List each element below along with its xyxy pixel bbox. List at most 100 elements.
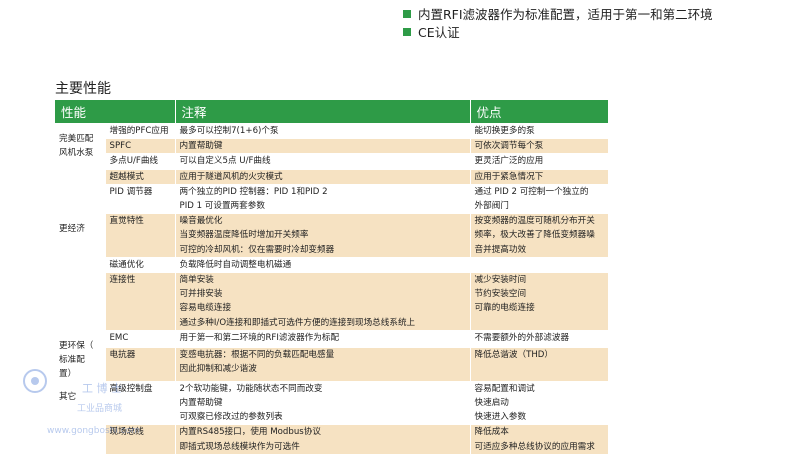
cell-line: 音并提高功效 — [474, 244, 527, 255]
table-row: 其它 高级控制盘 2个软功能键，功能随状态不同而改变 内置帮助键可观察已修改过的参数列… — [55, 380, 609, 454]
cell-line: 连接性 — [109, 275, 136, 286]
table-row: 连接性 简单安装 可并排安装 容易电缆连接 通过多种I/O连接和即插式可选件方便的连接到… — [55, 272, 609, 331]
section-title: 主要性能 — [55, 81, 111, 97]
cell-line: 降低成本 — [474, 427, 509, 438]
cell-line: 可以自定义5点 U/F曲线 — [179, 156, 271, 167]
cell-line: 完美匹配 — [59, 134, 94, 144]
cell-line: 外部阀门 — [474, 201, 509, 212]
cell-line: 多点U/F曲线 — [109, 156, 159, 167]
cell-line: 更灵活广泛的应用 — [474, 156, 544, 167]
cell-line: 通过 PID 2 可控制一个独立的 — [474, 186, 589, 197]
cell-line: 频率，极大改善了降低变频器噪 — [474, 230, 595, 241]
advantages-cell: 减少安装时间 节约安装空间 可靠的电缆连接 — [470, 272, 609, 331]
cell-line: 容易配置和调试 — [474, 383, 535, 394]
cell-line: 即插式现场总线模块作为可选件 — [179, 441, 300, 452]
notes-cell: 两个独立的PID 控制器：PID 1和PID 2 PID 1 可设置两套参数 — [175, 183, 471, 214]
cell-line: 风机水泵 — [59, 148, 94, 158]
header-cell: 性能 — [55, 100, 176, 124]
header-cell: 优点 — [470, 100, 609, 124]
cell-line: 2个软功能键，功能随状态不同而改变 — [179, 383, 323, 394]
cell-line: 不需要额外的外部滤波器 — [474, 332, 570, 343]
cell-line: 通过多种I/O连接和即插式可选件方便的连接到现场总线系统上 — [179, 317, 416, 328]
notes-cell: 可以自定义5点 U/F曲线 — [175, 153, 471, 170]
feature-cell: 现场总线 — [105, 424, 176, 454]
table-row: 现场总线 内置RS485接口，使用 Modbus协议 即插式现场总线模块作为可选件降… — [55, 424, 609, 454]
bullet-text: 内置RFI滤波器作为标准配置，适用于第一和第二环境 — [418, 7, 713, 22]
table-row: SPFC 内置帮助键 可依次调节每个泵 — [55, 138, 609, 154]
cell-line: 因此抑制和减少谐波 — [179, 364, 257, 375]
cell-line: 用于第一和第二环境的RFI滤波器作为标配 — [179, 332, 340, 343]
watermark-text: 工业品商城 — [77, 404, 123, 414]
header-cell: 注释 — [175, 100, 471, 124]
cell-line: 高级控制盘 — [109, 383, 153, 394]
table-row: 多点U/F曲线 可以自定义5点 U/F曲线 更灵活广泛的应用 — [55, 153, 609, 170]
notes-cell: 2个软功能键，功能随状态不同而改变 内置帮助键可观察已修改过的参数列表 — [175, 380, 471, 425]
feature-cell: 多点U/F曲线 — [105, 153, 176, 170]
group-cell: 完美匹配 风机水泵 — [55, 122, 106, 214]
group-cell: 更环保（ 标准配 置） — [55, 329, 106, 382]
cell-line: 其它 — [59, 391, 77, 402]
feature-table: 性能 注释 优点 完美匹配 风机水泵 增强的PFC应用 最多可以控制7(1+6)个泵能… — [55, 100, 609, 454]
cell-line: 可靠的电缆连接 — [474, 303, 535, 314]
cell-line: 磁通优化 — [109, 259, 144, 270]
feature-cell: 直觉特性 — [105, 213, 176, 258]
feature-cell: 增强的PFC应用 — [105, 122, 176, 139]
table-row: 完美匹配 风机水泵 增强的PFC应用 最多可以控制7(1+6)个泵 能切换更多的泵 — [55, 122, 609, 214]
logo — [23, 369, 47, 393]
table-row: PID 调节器 两个独立的PID 控制器：PID 1和PID 2 PID 1 可设置… — [55, 183, 609, 214]
notes-cell: 用于第一和第二环境的RFI滤波器作为标配 — [175, 329, 471, 348]
cell-line: 可依次调节每个泵 — [474, 141, 544, 152]
cell-line: 能切换更多的泵 — [474, 126, 535, 136]
cell-line: 最多可以控制7(1+6)个泵 — [179, 126, 279, 136]
table-row: 电抗器 变感电抗器：根据不同的负载匹配电感量 因此抑制和减少谐波 降低总谐波（THD） — [55, 347, 609, 382]
advantages-cell: 能切换更多的泵 — [470, 122, 609, 139]
advantages-cell: 降低成本 可适应多种总线协议的应用需求 — [470, 424, 609, 454]
feature-cell: SPFC — [105, 138, 176, 154]
bullet: CE认证 — [403, 22, 460, 41]
cell-line: 快速进入参数 — [474, 412, 527, 423]
cell-line: 可观察已修改过的参数列表 — [179, 412, 283, 423]
cell-line: 电抗器 — [109, 350, 136, 361]
notes-cell: 内置帮助键 — [175, 138, 471, 154]
table-row: 更经济 直觉特性 噪音最优化 当变频器温度降低时增加开关频率 可控的冷却风机：仅在需要时… — [55, 213, 609, 331]
header-row: 性能 注释 优点 — [55, 100, 609, 124]
cell-line: 两个独立的PID 控制器：PID 1和PID 2 — [179, 186, 328, 197]
notes-cell: 最多可以控制7(1+6)个泵 — [175, 122, 471, 139]
cell-line: 置） — [59, 368, 77, 379]
advantages-cell: 应用于紧急情况下 — [470, 168, 609, 185]
cell-line: 内置帮助键 — [179, 398, 223, 409]
bullet: 内置RFI滤波器作为标准配置，适用于第一和第二环境 — [403, 4, 713, 23]
advantages-cell: 按变频器的温度可随机分布开关 频率，极大改善了降低变频器噪 音并提高功效 — [470, 213, 609, 258]
feature-cell: 磁通优化 — [105, 256, 176, 273]
watermark-text: www.gongboshi.com — [47, 426, 140, 436]
feature-cell: 连接性 — [105, 272, 176, 331]
notes-cell: 负载降低时自动调整电机磁通 — [175, 256, 471, 273]
notes-cell: 噪音最优化 当变频器温度降低时增加开关频率 可控的冷却风机：仅在需要时冷却变频器 — [175, 213, 471, 258]
cell-line: SPFC — [109, 141, 132, 152]
cell-line: 减少安装时间 — [474, 275, 527, 286]
cell-line: EMC — [109, 332, 129, 343]
cell-line: 标准配 — [59, 354, 85, 365]
cell-line: 应用于隧道风机的火灾模式 — [179, 171, 283, 182]
cell-line: 可控的冷却风机：仅在需要时冷却变频器 — [179, 244, 335, 255]
table-row: 磁通优化 负载降低时自动调整电机磁通 — [55, 256, 609, 273]
advantages-cell — [470, 256, 609, 273]
notes-cell: 变感电抗器：根据不同的负载匹配电感量 因此抑制和减少谐波 — [175, 347, 471, 382]
advantages-cell: 通过 PID 2 可控制一个独立的 外部阀门 — [470, 183, 609, 214]
cell-line: 快速启动 — [474, 398, 509, 409]
feature-cell: 高级控制盘 — [105, 380, 176, 425]
cell-line: 按变频器的温度可随机分布开关 — [474, 216, 595, 227]
cell-line: 现场总线 — [109, 427, 144, 438]
table-row: 更环保（ 标准配 置） EMC 用于第一和第二环境的RFI滤波器作为标配 不需要额外的外部… — [55, 329, 609, 382]
cell-line: 直觉特性 — [109, 216, 144, 227]
watermark-text: 工 博 士 — [82, 382, 122, 395]
table-row: 超越模式 应用于隧道风机的火灾模式 应用于紧急情况下 — [55, 168, 609, 185]
cell-line: 内置帮助键 — [179, 141, 223, 152]
group-cell: 更经济 — [55, 213, 106, 331]
advantages-cell: 不需要额外的外部滤波器 — [470, 329, 609, 348]
advantages-cell: 降低总谐波（THD） — [470, 347, 609, 382]
cell-line: 节约安装空间 — [474, 289, 527, 300]
feature-cell: EMC — [105, 329, 176, 348]
feature-cell: 电抗器 — [105, 347, 176, 382]
